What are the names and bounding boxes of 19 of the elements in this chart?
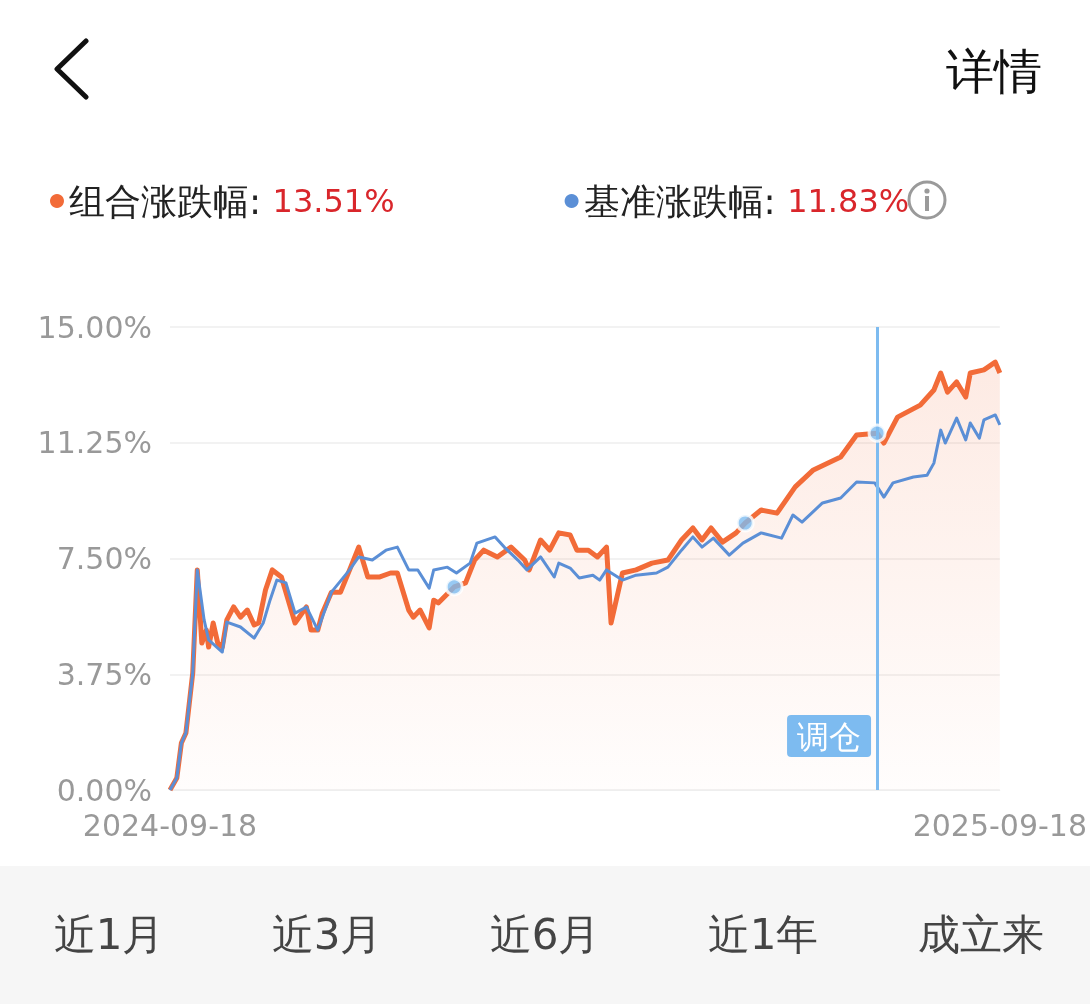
text: 近6月 xyxy=(488,909,602,961)
text: 近1月 xyxy=(52,909,166,961)
ref-line-label: 调仓 xyxy=(797,718,862,756)
text: 近3月 xyxy=(270,909,384,961)
y-tick-label: 11.25% xyxy=(37,425,152,461)
point xyxy=(867,423,887,443)
x-tick-label: 2024-09-18 xyxy=(82,807,258,843)
text: 详情 xyxy=(946,42,1042,101)
x-tick-label: 2025-09-18 xyxy=(912,807,1088,843)
y-tick-label: 15.00% xyxy=(37,309,152,345)
y-tick-label: 7.50% xyxy=(56,541,152,576)
point xyxy=(444,577,464,597)
legend-label: 组合涨跌幅: 13.51% xyxy=(69,180,395,222)
point xyxy=(735,513,755,533)
y-tick-label: 3.75% xyxy=(56,656,152,692)
text: 近1年 xyxy=(706,909,820,961)
text: 成立来 xyxy=(917,909,1045,961)
y-tick-label: 0.00% xyxy=(56,772,152,808)
legend-label: 基准涨跌幅: 11.83% xyxy=(583,180,910,222)
